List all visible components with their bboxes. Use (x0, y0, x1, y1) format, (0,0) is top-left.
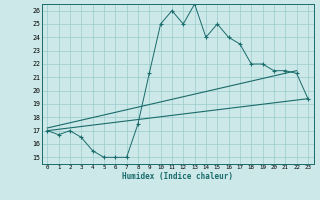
X-axis label: Humidex (Indice chaleur): Humidex (Indice chaleur) (122, 172, 233, 181)
